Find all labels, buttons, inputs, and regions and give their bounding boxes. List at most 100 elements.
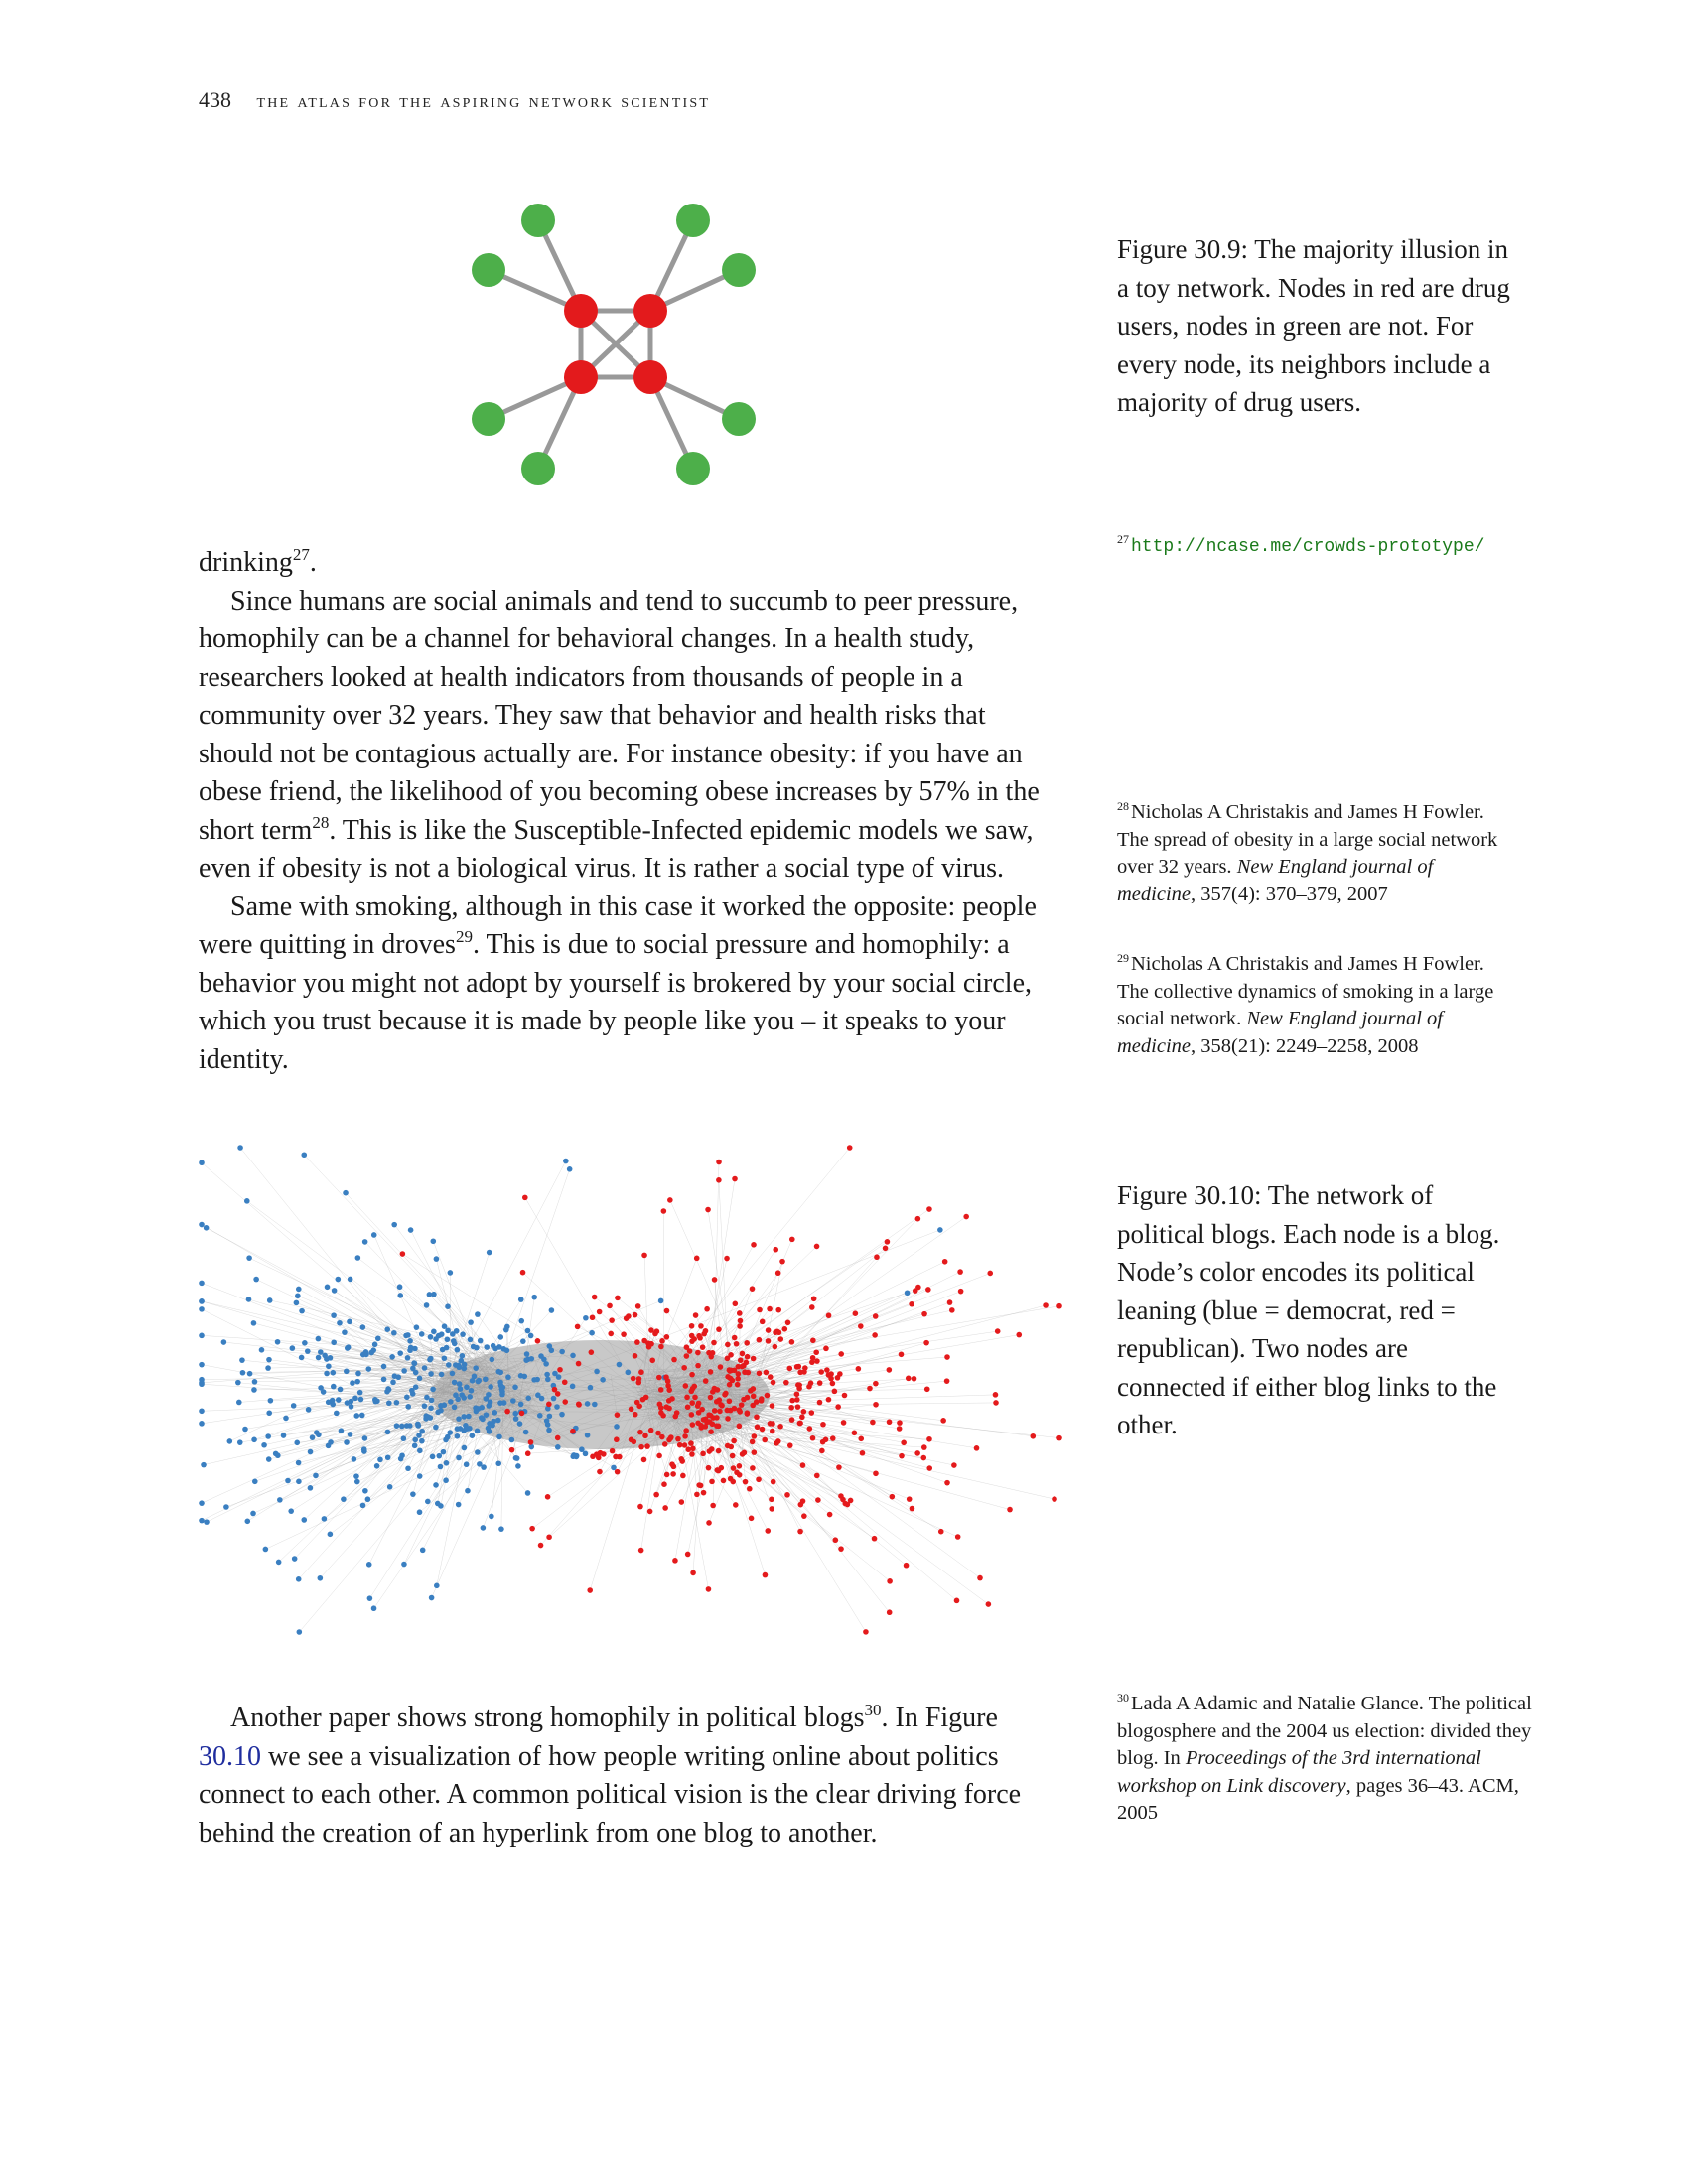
democrat-blog-node bbox=[404, 1355, 411, 1361]
democrat-blog-node bbox=[461, 1414, 468, 1420]
republican-blog-node bbox=[688, 1332, 695, 1339]
blog-link bbox=[430, 1358, 438, 1381]
republican-blog-node bbox=[722, 1392, 728, 1398]
republican-blog-node bbox=[837, 1371, 843, 1377]
democrat-blog-node bbox=[589, 1329, 595, 1336]
blog-link bbox=[741, 1422, 773, 1509]
democrat-blog-node bbox=[489, 1513, 494, 1520]
republican-blog-node bbox=[632, 1353, 638, 1359]
republican-blog-node bbox=[702, 1378, 709, 1384]
republican-blog-node bbox=[621, 1331, 627, 1337]
republican-blog-node bbox=[529, 1525, 535, 1532]
democrat-blog-node bbox=[455, 1501, 462, 1508]
democrat-blog-node bbox=[391, 1329, 397, 1336]
democrat-blog-node bbox=[443, 1477, 449, 1484]
democrat-blog-node bbox=[548, 1307, 555, 1313]
democrat-blog-node bbox=[251, 1387, 257, 1393]
republican-blog-node bbox=[762, 1571, 769, 1578]
figure-30-9-caption: Figure 30.9: The majority illusion in a … bbox=[1117, 234, 1510, 417]
democrat-blog-node bbox=[327, 1531, 334, 1538]
democrat-blog-node bbox=[295, 1576, 302, 1582]
democrat-blog-node bbox=[456, 1454, 462, 1461]
democrat-blog-node bbox=[477, 1337, 484, 1344]
republican-blog-node bbox=[537, 1542, 544, 1549]
democrat-blog-node bbox=[435, 1332, 442, 1339]
republican-blog-node bbox=[765, 1327, 772, 1333]
democrat-blog-node bbox=[354, 1378, 360, 1385]
republican-blog-node bbox=[639, 1396, 646, 1403]
republican-blog-node bbox=[632, 1311, 638, 1318]
republican-blog-node bbox=[744, 1394, 751, 1401]
republican-blog-node bbox=[779, 1258, 785, 1265]
republican-blog-node bbox=[756, 1370, 763, 1377]
blog-link bbox=[743, 1421, 957, 1601]
republican-blog-node bbox=[682, 1433, 688, 1439]
republican-blog-node bbox=[738, 1402, 745, 1408]
blog-link bbox=[339, 1322, 432, 1421]
footnote-url[interactable]: http://ncase.me/crowds-prototype/ bbox=[1131, 537, 1485, 557]
democrat-blog-node bbox=[516, 1421, 523, 1427]
republican-blog-node bbox=[642, 1433, 648, 1439]
footnote-ref[interactable]: 28 bbox=[312, 812, 330, 832]
republican-blog-node bbox=[946, 1299, 953, 1305]
footnote-ref[interactable]: 30 bbox=[864, 1701, 882, 1719]
footnote-ref[interactable]: 27 bbox=[292, 545, 310, 564]
republican-blog-node bbox=[746, 1485, 753, 1492]
republican-blog-node bbox=[846, 1145, 853, 1151]
democrat-blog-node bbox=[235, 1379, 241, 1386]
republican-blog-node bbox=[737, 1317, 744, 1324]
democrat-blog-node bbox=[412, 1345, 418, 1352]
republican-blog-node bbox=[729, 1452, 736, 1459]
figure-reference-link[interactable]: 30.10 bbox=[199, 1740, 261, 1772]
republican-blog-node bbox=[992, 1392, 999, 1398]
republican-blog-node bbox=[607, 1302, 613, 1309]
republican-blog-node bbox=[940, 1418, 946, 1424]
democrat-blog-node bbox=[291, 1556, 298, 1562]
republican-blog-node bbox=[714, 1387, 721, 1393]
republican-blog-node bbox=[634, 1303, 641, 1309]
footnote-ref[interactable]: 29 bbox=[455, 927, 473, 946]
republican-blog-node bbox=[820, 1421, 826, 1428]
democrat-blog-node bbox=[391, 1373, 398, 1379]
republican-blog-node bbox=[857, 1323, 864, 1329]
democrat-blog-node bbox=[461, 1361, 468, 1368]
republican-blog-node bbox=[954, 1534, 961, 1540]
democrat-blog-node bbox=[445, 1327, 451, 1334]
republican-blog-node bbox=[694, 1491, 700, 1498]
democrat-blog-node bbox=[469, 1377, 476, 1384]
democrat-blog-node bbox=[389, 1354, 395, 1360]
republican-blog-node bbox=[751, 1433, 758, 1439]
blog-link bbox=[703, 1425, 1011, 1510]
blog-link bbox=[410, 1347, 431, 1393]
republican-blog-node bbox=[920, 1444, 927, 1450]
democrat-blog-node bbox=[410, 1365, 416, 1372]
republican-blog-node bbox=[729, 1377, 736, 1384]
blog-link bbox=[440, 1425, 457, 1506]
republican-blog-node bbox=[695, 1349, 701, 1356]
republican-blog-node bbox=[789, 1236, 795, 1243]
democrat-blog-node bbox=[343, 1189, 349, 1196]
republican-blog-node bbox=[799, 1462, 806, 1468]
republican-blog-node bbox=[751, 1242, 757, 1248]
democrat-blog-node bbox=[384, 1429, 391, 1435]
republican-blog-node bbox=[681, 1364, 687, 1371]
democrat-blog-node bbox=[431, 1291, 437, 1297]
republican-blog-node bbox=[661, 1481, 667, 1488]
democrat-blog-node bbox=[296, 1629, 303, 1635]
democrat-blog-node bbox=[415, 1423, 422, 1429]
democrat-blog-node bbox=[280, 1433, 287, 1438]
democrat-blog-node bbox=[331, 1312, 337, 1318]
democrat-blog-node bbox=[344, 1345, 351, 1351]
republican-blog-node bbox=[691, 1383, 698, 1390]
democrat-blog-node bbox=[483, 1396, 490, 1402]
democrat-blog-node bbox=[454, 1433, 461, 1439]
democrat-blog-node bbox=[246, 1370, 253, 1377]
republican-blog-node bbox=[724, 1255, 730, 1262]
republican-blog-node bbox=[819, 1447, 825, 1454]
democrat-blog-node bbox=[370, 1232, 377, 1238]
democrat-blog-node bbox=[438, 1371, 445, 1378]
republican-blog-node bbox=[926, 1206, 932, 1212]
republican-blog-node bbox=[714, 1423, 720, 1429]
democrat-blog-node bbox=[461, 1395, 467, 1401]
republican-blog-node bbox=[736, 1463, 743, 1469]
